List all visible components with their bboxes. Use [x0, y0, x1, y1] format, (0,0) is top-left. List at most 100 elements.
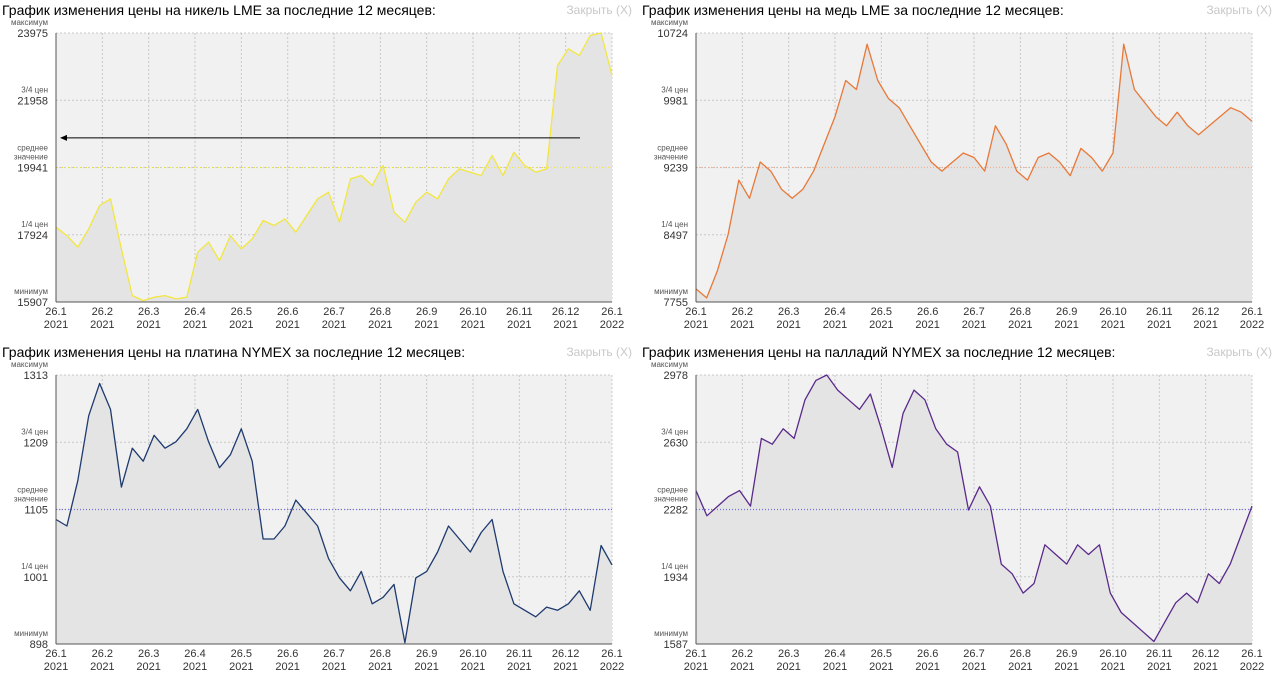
x-tick-year-label: 2021	[1101, 661, 1125, 673]
x-tick-year-label: 2021	[136, 319, 160, 331]
y-level-label: максимум	[651, 18, 688, 27]
series-area	[56, 33, 612, 302]
x-tick-year-label: 2021	[823, 661, 847, 673]
x-tick-year-label: 2021	[507, 319, 531, 331]
palladium-chart-panel: максимум 2978 3/4 цен 2630 среднее значение 22…	[640, 342, 1280, 684]
y-tick-label: 9239	[664, 163, 688, 175]
y-level-label: среднее	[657, 144, 688, 153]
close-button[interactable]: Закрыть (X)	[566, 3, 632, 17]
x-tick-year-label: 2021	[915, 319, 939, 331]
y-tick-label: 2630	[664, 437, 688, 449]
x-tick-label: 26.2	[92, 648, 113, 660]
x-tick-year-label: 2021	[1101, 319, 1125, 331]
x-tick-year-label: 2021	[730, 661, 754, 673]
y-tick-label: 1587	[664, 639, 688, 651]
nickel-chart-panel: максимум 23975 3/4 цен 21958 среднее значение…	[0, 0, 640, 342]
x-tick-label: 26.8	[1010, 306, 1031, 318]
y-level-label: 3/4 цен	[21, 85, 48, 94]
y-tick-label: 2978	[664, 370, 688, 382]
x-tick-year-label: 2021	[730, 319, 754, 331]
x-tick-label: 26.8	[1010, 648, 1031, 660]
x-tick-label: 26.1	[685, 648, 706, 660]
x-tick-label: 26.9	[1056, 306, 1077, 318]
y-level-label: минимум	[654, 287, 688, 296]
series-line	[55, 32, 613, 302]
x-tick-year-label: 2021	[1147, 661, 1171, 673]
x-tick-label: 26.5	[231, 648, 252, 660]
x-tick-label: 26.10	[1099, 306, 1127, 318]
y-tick-label: 15907	[17, 297, 48, 309]
x-tick-label: 26.2	[732, 306, 753, 318]
x-tick-year-label: 2021	[44, 319, 68, 331]
x-tick-label: 26.9	[416, 306, 437, 318]
x-tick-year-label: 2021	[275, 661, 299, 673]
series-area	[696, 44, 1252, 302]
x-tick-label: 26.9	[1056, 648, 1077, 660]
x-tick-label: 26.4	[184, 306, 205, 318]
x-tick-year-label: 2021	[962, 661, 986, 673]
x-tick-label: 26.10	[1099, 648, 1127, 660]
y-level-label: среднее	[657, 486, 688, 495]
y-level-label: 3/4 цен	[661, 85, 688, 94]
x-tick-year-label: 2021	[1008, 319, 1032, 331]
y-tick-label: 1934	[664, 572, 688, 584]
x-tick-label: 26.1	[45, 306, 66, 318]
x-tick-year-label: 2022	[1240, 661, 1264, 673]
x-tick-year-label: 2021	[869, 319, 893, 331]
y-level-label: максимум	[651, 360, 688, 369]
x-tick-label: 26.12	[552, 648, 580, 660]
x-tick-year-label: 2021	[90, 319, 114, 331]
x-tick-year-label: 2021	[275, 319, 299, 331]
chart-title: График изменения цены на никель LME за п…	[2, 2, 436, 18]
x-tick-label: 26.7	[323, 306, 344, 318]
x-tick-label: 26.3	[778, 306, 799, 318]
x-tick-year-label: 2021	[776, 661, 800, 673]
close-button[interactable]: Закрыть (X)	[1206, 3, 1272, 17]
x-tick-label: 26.5	[871, 306, 892, 318]
y-tick-label: 898	[30, 639, 48, 651]
y-level-label: среднее	[17, 144, 48, 153]
x-tick-year-label: 2021	[322, 319, 346, 331]
x-tick-year-label: 2021	[915, 661, 939, 673]
y-tick-label: 7755	[664, 297, 688, 309]
arrow-head	[60, 134, 67, 141]
y-level-label: 1/4 цен	[21, 220, 48, 229]
y-level-label: максимум	[11, 360, 48, 369]
x-tick-year-label: 2021	[183, 661, 207, 673]
x-tick-year-label: 2021	[368, 661, 392, 673]
y-tick-label: 19941	[17, 163, 48, 175]
x-tick-year-label: 2021	[1054, 661, 1078, 673]
x-tick-label: 26.3	[138, 648, 159, 660]
chart-title: График изменения цены на палладий NYMEX …	[642, 344, 1116, 360]
x-tick-year-label: 2021	[414, 319, 438, 331]
platinum-chart-panel: максимум 1313 3/4 цен 1209 среднее значение 11…	[0, 342, 640, 684]
x-tick-year-label: 2022	[1240, 319, 1264, 331]
x-tick-label: 26.5	[231, 306, 252, 318]
y-level-label: 1/4 цен	[661, 220, 688, 229]
x-tick-label: 26.10	[459, 648, 487, 660]
close-button[interactable]: Закрыть (X)	[566, 345, 632, 359]
copper-chart-panel: максимум 10724 3/4 цен 9981 среднее значение 9…	[640, 0, 1280, 342]
x-tick-label: 26.12	[1192, 648, 1220, 660]
x-tick-label: 26.6	[917, 648, 938, 660]
series-line	[695, 43, 1253, 299]
y-level-label: минимум	[14, 287, 48, 296]
x-tick-year-label: 2021	[136, 661, 160, 673]
x-tick-label: 26.6	[277, 648, 298, 660]
x-tick-year-label: 2021	[414, 661, 438, 673]
x-tick-label: 26.6	[277, 306, 298, 318]
x-tick-year-label: 2021	[229, 661, 253, 673]
x-tick-label: 26.10	[459, 306, 487, 318]
y-tick-label: 10724	[657, 28, 688, 40]
x-tick-year-label: 2021	[1193, 319, 1217, 331]
x-tick-year-label: 2021	[1147, 319, 1171, 331]
y-tick-label: 2282	[664, 505, 688, 517]
x-tick-label: 26.3	[138, 306, 159, 318]
x-tick-label: 26.9	[416, 648, 437, 660]
x-tick-label: 26.1	[1241, 306, 1262, 318]
x-tick-label: 26.5	[871, 648, 892, 660]
close-button[interactable]: Закрыть (X)	[1206, 345, 1272, 359]
x-tick-year-label: 2021	[90, 661, 114, 673]
x-tick-label: 26.4	[824, 648, 845, 660]
